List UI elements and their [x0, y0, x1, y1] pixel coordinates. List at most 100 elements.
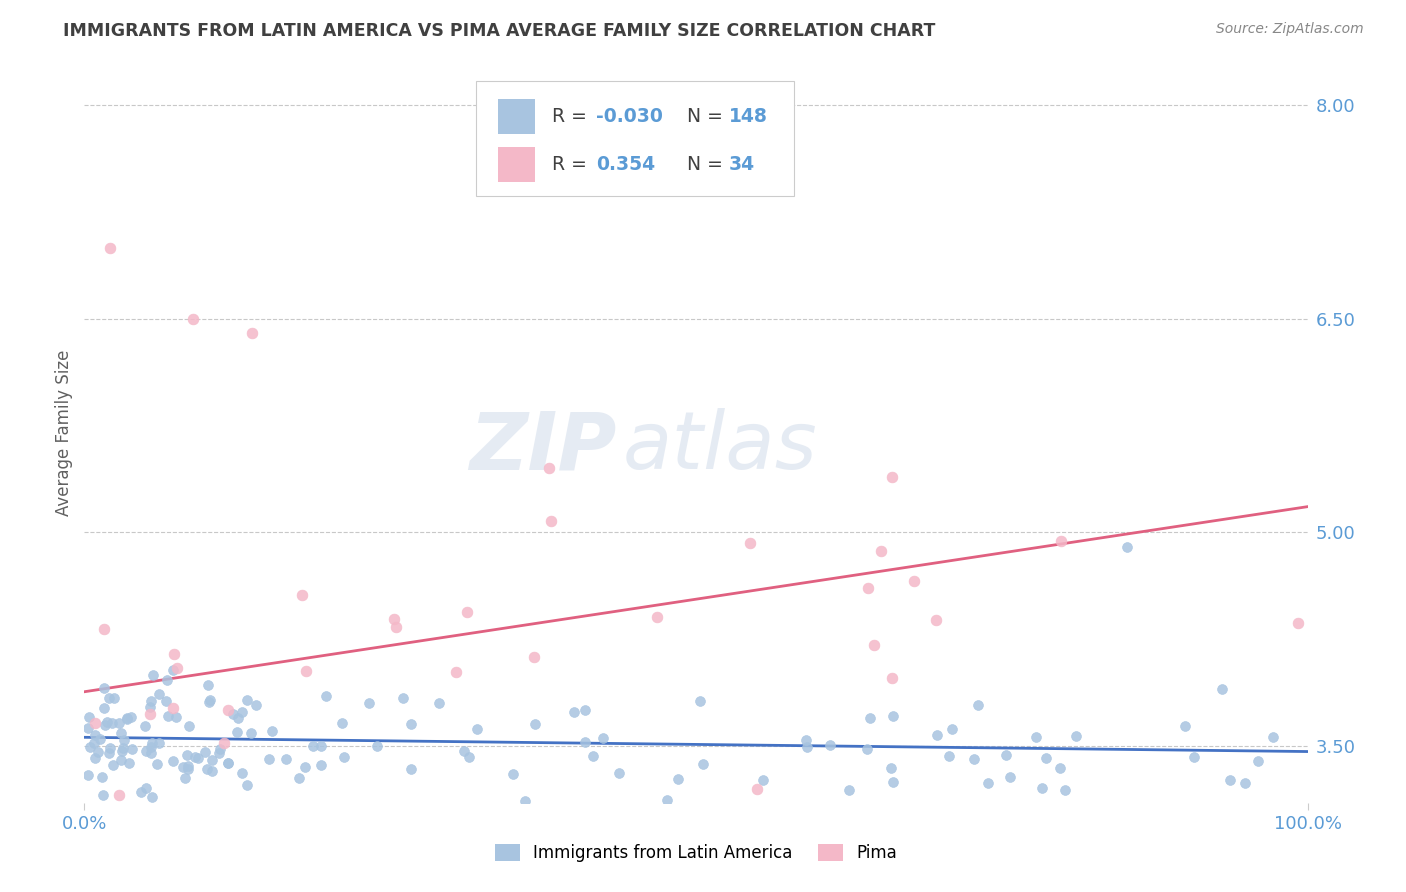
Point: [148, 736, 170, 750]
Point: [98, 240, 121, 255]
Point: [295, 664, 318, 678]
Point: [226, 725, 249, 739]
Point: [333, 750, 356, 764]
Point: [574, 703, 596, 717]
Point: [856, 741, 879, 756]
Point: [118, 756, 141, 770]
Point: [260, 724, 283, 739]
Point: [201, 753, 224, 767]
Point: [465, 722, 488, 736]
Point: [444, 665, 467, 679]
Point: [457, 750, 479, 764]
Point: [93, 681, 115, 695]
Point: [228, 711, 250, 725]
Point: [217, 756, 239, 771]
Point: [108, 788, 131, 802]
Point: [740, 536, 762, 550]
Point: [903, 574, 925, 588]
Point: [98, 746, 121, 760]
Point: [315, 689, 337, 703]
Point: [1219, 772, 1241, 787]
Point: [574, 735, 596, 749]
Point: [217, 703, 239, 717]
Point: [141, 740, 163, 755]
Point: [91, 770, 114, 784]
Point: [91, 789, 114, 803]
Point: [176, 747, 198, 762]
Text: R =: R =: [551, 107, 586, 126]
Point: [208, 746, 231, 760]
Point: [1025, 730, 1047, 744]
Point: [274, 752, 297, 766]
Point: [880, 761, 903, 775]
Point: [172, 760, 194, 774]
Point: [692, 756, 714, 771]
Point: [101, 757, 124, 772]
Point: [231, 765, 253, 780]
Point: [135, 781, 157, 796]
Point: [200, 693, 222, 707]
Point: [148, 688, 170, 702]
Point: [1174, 719, 1197, 733]
Point: [502, 767, 524, 781]
Point: [236, 778, 259, 792]
Legend: Immigrants from Latin America, Pima: Immigrants from Latin America, Pima: [488, 837, 904, 869]
Point: [963, 752, 986, 766]
Point: [859, 711, 882, 725]
Point: [163, 647, 186, 661]
Point: [101, 716, 124, 731]
Point: [155, 694, 177, 708]
Point: [882, 708, 904, 723]
Point: [195, 762, 218, 776]
Point: [1064, 729, 1087, 743]
Point: [198, 695, 221, 709]
Point: [121, 741, 143, 756]
Point: [242, 326, 264, 340]
Point: [146, 756, 169, 771]
Point: [288, 771, 311, 785]
Point: [129, 785, 152, 799]
Point: [998, 770, 1021, 784]
Point: [523, 717, 546, 731]
Point: [110, 753, 132, 767]
Point: [977, 776, 1000, 790]
Point: [391, 690, 413, 705]
Point: [162, 663, 184, 677]
Text: N =: N =: [688, 107, 723, 126]
Text: 148: 148: [728, 107, 768, 126]
Point: [309, 758, 332, 772]
Point: [93, 717, 115, 731]
Point: [401, 716, 423, 731]
Point: [1233, 776, 1256, 790]
Point: [366, 739, 388, 754]
Point: [177, 762, 200, 776]
Point: [863, 639, 886, 653]
Point: [818, 739, 841, 753]
Point: [453, 744, 475, 758]
Point: [941, 722, 963, 736]
Point: [994, 748, 1017, 763]
Point: [925, 613, 948, 627]
Point: [156, 709, 179, 723]
Point: [1246, 754, 1268, 768]
Point: [294, 760, 316, 774]
Point: [155, 673, 177, 687]
Point: [257, 752, 280, 766]
Point: [1286, 616, 1309, 631]
Point: [302, 739, 325, 754]
Point: [208, 810, 231, 824]
Point: [1031, 780, 1053, 795]
Point: [141, 746, 163, 760]
Point: [166, 661, 188, 675]
Point: [84, 751, 107, 765]
Point: [142, 667, 165, 681]
Text: 0.354: 0.354: [596, 155, 655, 174]
Point: [83, 736, 105, 750]
Point: [84, 716, 107, 731]
Point: [217, 756, 239, 771]
Point: [197, 678, 219, 692]
Point: [114, 732, 136, 747]
Point: [523, 649, 546, 664]
Point: [1049, 761, 1071, 775]
Point: [77, 710, 100, 724]
